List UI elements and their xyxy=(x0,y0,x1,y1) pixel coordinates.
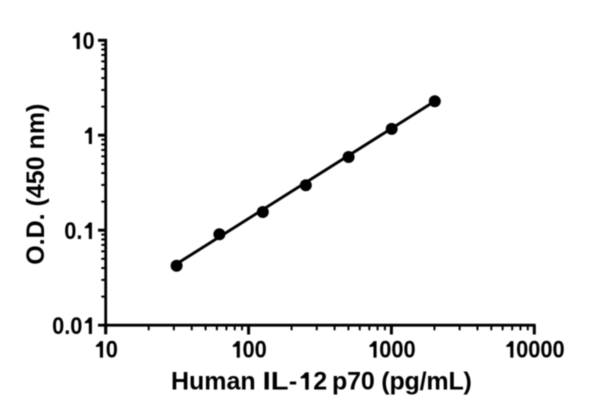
svg-text:0.0: 0.0 xyxy=(52,312,82,339)
svg-text:0: 0 xyxy=(82,27,94,54)
svg-text:-: - xyxy=(289,368,297,396)
svg-text:0.: 0. xyxy=(64,217,82,244)
svg-text:0000: 0000 xyxy=(516,336,565,363)
svg-text:0: 0 xyxy=(106,336,118,363)
svg-text:2: 2 xyxy=(313,368,327,396)
svg-text:O.D. (450 nm): O.D. (450 nm) xyxy=(22,104,50,265)
svg-text:000: 000 xyxy=(379,336,415,363)
svg-text:00: 00 xyxy=(243,336,267,363)
svg-text:p70 (pg/mL): p70 (pg/mL) xyxy=(332,368,472,396)
svg-text:IL: IL xyxy=(263,368,289,396)
svg-text:Human: Human xyxy=(171,368,256,396)
